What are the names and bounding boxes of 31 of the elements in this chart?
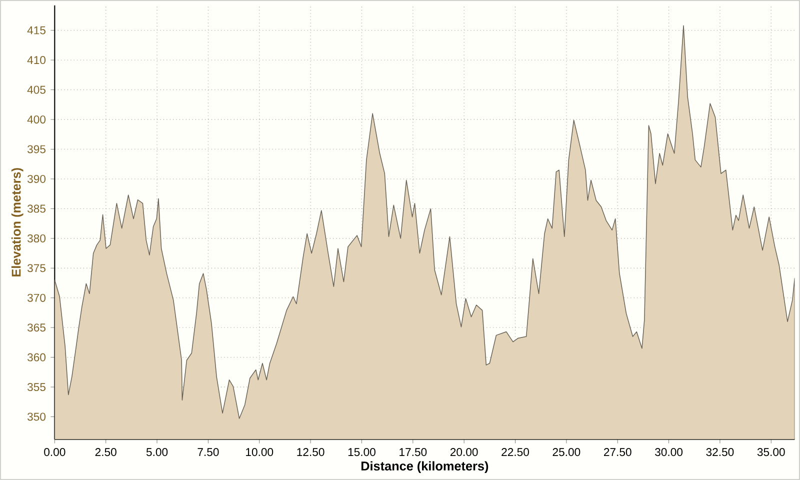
y-axis-title: Elevation (meters) [11, 168, 24, 276]
x-tick-label: 7.50 [198, 448, 219, 456]
y-tick-label: 415 [27, 26, 46, 34]
y-tick-label: 390 [27, 174, 46, 183]
y-tick-label: 405 [27, 86, 46, 94]
x-tick-label: 12.50 [297, 448, 324, 456]
y-tick-label: 380 [27, 234, 46, 242]
y-tick-label: 400 [27, 115, 46, 124]
x-tick-label: 22.50 [502, 448, 529, 456]
x-tick-label: 10.00 [246, 448, 274, 456]
y-tick-label: 355 [27, 383, 46, 392]
x-tick-label: 30.00 [655, 448, 683, 456]
x-tick-label: 35.00 [757, 448, 785, 456]
y-tick-label: 385 [27, 204, 46, 213]
y-tick-label: 360 [27, 353, 46, 362]
x-tick-label: 20.00 [450, 448, 478, 456]
x-tick-label: 32.50 [706, 448, 734, 456]
y-tick-label: 365 [27, 324, 46, 332]
y-tick-label: 350 [27, 412, 46, 421]
y-tick-label: 375 [27, 264, 46, 272]
x-tick-label: 27.50 [604, 448, 632, 456]
x-tick-label: 17.50 [400, 448, 427, 456]
x-tick-label: 15.00 [348, 448, 376, 456]
x-tick-label: 25.00 [552, 448, 580, 456]
x-tick-label: 0.00 [44, 448, 66, 456]
x-tick-label: 2.50 [95, 448, 116, 456]
y-tick-label: 370 [27, 294, 46, 302]
x-tick-label: 5.00 [146, 448, 168, 456]
y-tick-label: 395 [27, 145, 46, 154]
x-axis-title: Distance (kilometers) [361, 461, 488, 474]
y-tick-label: 410 [27, 56, 46, 64]
